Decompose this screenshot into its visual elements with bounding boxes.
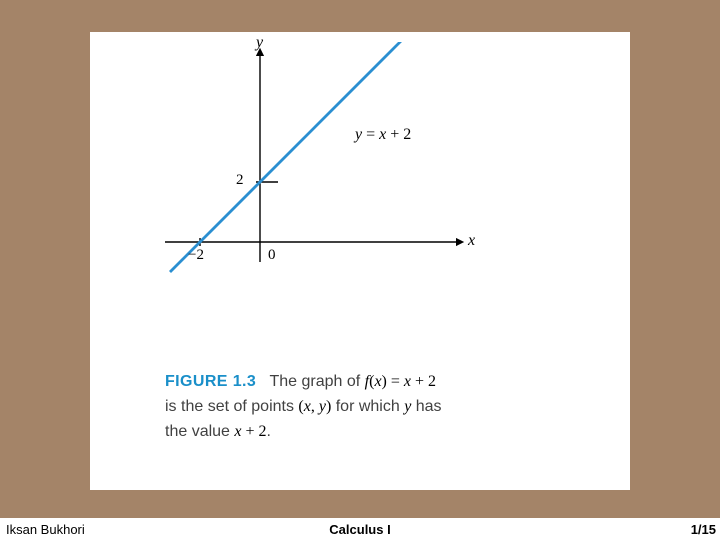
graph-area: y x −2 0 2 y = x + 2 xyxy=(150,42,500,312)
y-tick-2: 2 xyxy=(236,172,244,189)
content-panel: y x −2 0 2 y = x + 2 FIGURE 1.3 The grap… xyxy=(90,32,630,490)
caption-math-1: f(x) = x + 2 xyxy=(365,373,436,390)
footer-author: Iksan Bukhori xyxy=(6,522,85,537)
footer-page: 1/15 xyxy=(691,522,716,537)
caption-mid1: is the set of points xyxy=(165,398,298,415)
x-tick-neg2: −2 xyxy=(188,247,204,264)
footer-bar: Iksan Bukhori Calculus I 1/15 xyxy=(0,518,720,540)
caption-mid3: has xyxy=(411,398,441,415)
caption-math-4: x + 2 xyxy=(234,423,266,440)
x-tick-0: 0 xyxy=(268,247,276,264)
figure-caption: FIGURE 1.3 The graph of f(x) = x + 2 is … xyxy=(165,370,585,444)
footer-course: Calculus I xyxy=(329,522,390,537)
caption-mid2: for which xyxy=(331,398,404,415)
line-equation: y = x + 2 xyxy=(355,126,411,144)
x-axis-label: x xyxy=(468,232,475,250)
caption-math-2: (x, y) xyxy=(298,398,331,415)
figure-label: FIGURE 1.3 xyxy=(165,373,256,390)
graph-svg xyxy=(150,42,500,312)
caption-end: . xyxy=(267,423,271,440)
y-axis-label: y xyxy=(256,34,263,52)
caption-mid3b: the value xyxy=(165,423,234,440)
caption-pre: The graph of xyxy=(269,373,364,390)
